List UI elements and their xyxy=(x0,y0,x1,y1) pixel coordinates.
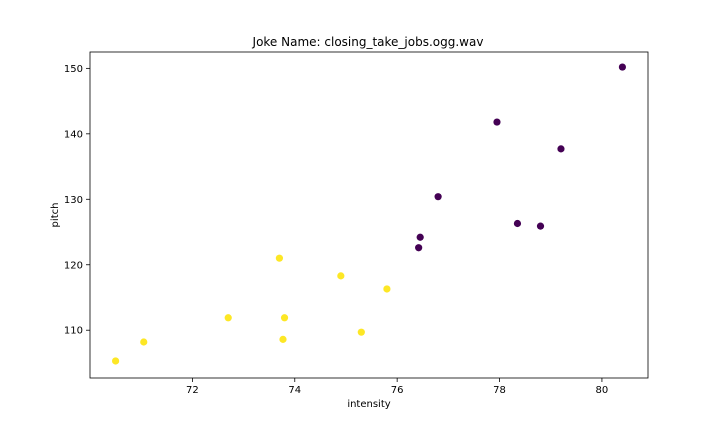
x-tick-label: 78 xyxy=(493,385,506,396)
scatter-point xyxy=(337,272,345,280)
y-axis-label: pitch xyxy=(50,203,61,228)
scatter-point xyxy=(383,285,391,293)
scatter-point xyxy=(557,145,565,153)
scatter-point xyxy=(111,357,120,365)
scatter-point xyxy=(279,335,287,343)
x-tick-label: 72 xyxy=(186,385,199,396)
x-tick-label: 76 xyxy=(391,385,404,396)
scatter-point xyxy=(224,314,232,322)
scatter-point xyxy=(275,254,284,262)
x-tick-label: 74 xyxy=(288,385,301,396)
axes-frame xyxy=(89,51,649,379)
y-tick-label: 130 xyxy=(64,195,83,206)
y-tick-label: 110 xyxy=(64,326,83,337)
y-tick-label: 140 xyxy=(64,129,83,140)
plot-area: 72 74 76 78 80 110 120 130 140 150 xyxy=(64,51,649,396)
y-axis: 110 120 130 140 150 xyxy=(64,64,90,337)
scatter-point xyxy=(357,328,365,336)
x-axis-label: intensity xyxy=(347,399,390,410)
scatter-point xyxy=(493,118,501,126)
y-tick-label: 120 xyxy=(64,260,83,271)
x-axis: 72 74 76 78 80 xyxy=(186,378,608,396)
scatter-point xyxy=(280,314,289,322)
scatter-point xyxy=(513,219,522,228)
scatter-point xyxy=(434,193,442,201)
scatter-point xyxy=(416,233,424,241)
scatter-point xyxy=(618,63,627,71)
scatter-point xyxy=(415,244,423,252)
scatter-point xyxy=(536,222,545,230)
scatter-point xyxy=(140,338,148,346)
y-tick-label: 150 xyxy=(64,64,83,75)
x-tick-label: 80 xyxy=(596,385,609,396)
data-points xyxy=(111,63,627,365)
chart-title: Joke Name: closing_take_jobs.ogg.wav xyxy=(252,35,484,49)
